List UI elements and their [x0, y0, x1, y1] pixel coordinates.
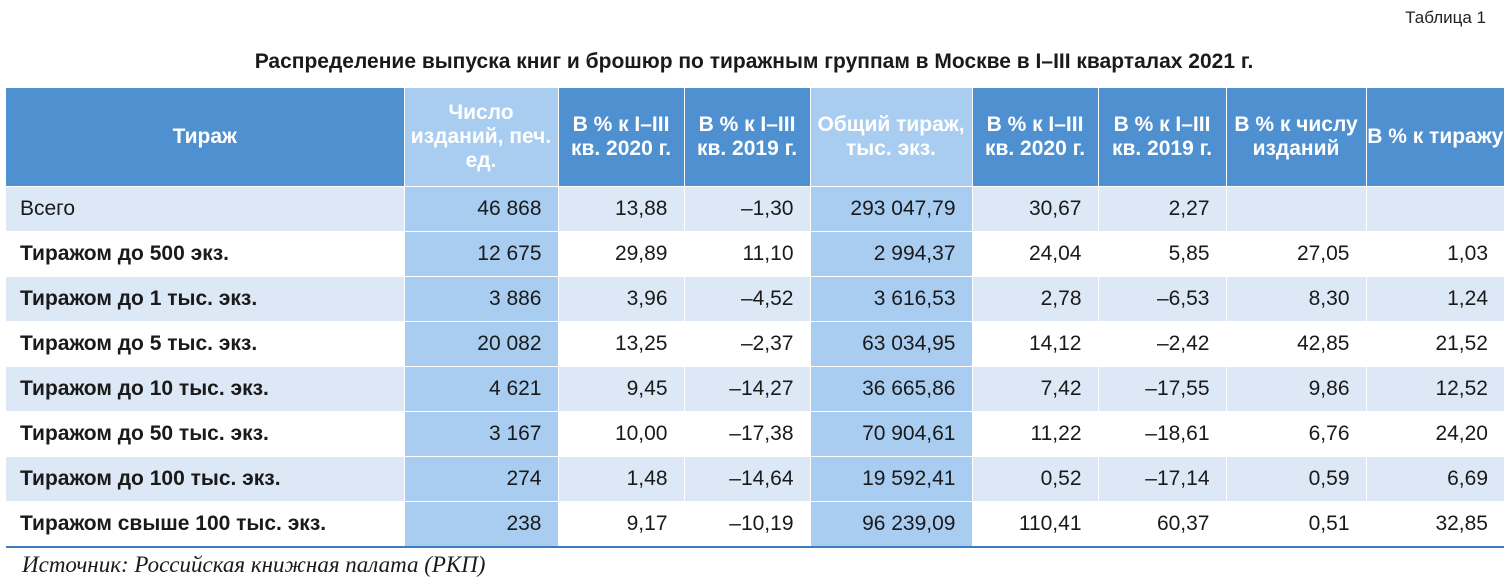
row-label: Тиражом свыше 100 тыс. экз.: [6, 501, 405, 547]
row-label: Тиражом до 100 тыс. экз.: [6, 456, 405, 502]
cell-print-pct-2019: 2,27: [1098, 186, 1227, 232]
header-cell-print-pct-2020: В % к I–III кв. 2020 г.: [972, 88, 1099, 187]
row-label: Тиражом до 5 тыс. экз.: [6, 321, 405, 367]
cell-pct-of-count: 0,59: [1226, 456, 1367, 502]
cell-count-pct-2020: 29,89: [558, 231, 685, 277]
header-cell-count-pct-2019: В % к I–III кв. 2019 г.: [684, 88, 811, 187]
cell-count: 20 082: [404, 321, 559, 367]
cell-count-pct-2019: –1,30: [684, 186, 811, 232]
cell-total-print: 2 994,37: [810, 231, 973, 277]
cell-count: 274: [404, 456, 559, 502]
cell-count: 46 868: [404, 186, 559, 232]
header-cell-pct-of-print: В % к тиражу: [1366, 88, 1504, 187]
cell-pct-of-print: 6,69: [1366, 456, 1504, 502]
cell-print-pct-2020: 110,41: [972, 501, 1099, 547]
cell-count-pct-2020: 1,48: [558, 456, 685, 502]
cell-count-pct-2020: 9,17: [558, 501, 685, 547]
table-row-total: Всего 46 868 13,88 –1,30 293 047,79 30,6…: [6, 186, 1504, 232]
table-row: Тиражом до 10 тыс. экз. 4 621 9,45 –14,2…: [6, 366, 1504, 412]
table-row: Тиражом до 1 тыс. экз. 3 886 3,96 –4,52 …: [6, 276, 1504, 322]
header-cell-pct-of-count: В % к числу изданий: [1226, 88, 1367, 187]
cell-count: 238: [404, 501, 559, 547]
source-note: Источник: Российская книжная палата (РКП…: [22, 552, 486, 577]
cell-print-pct-2020: 2,78: [972, 276, 1099, 322]
cell-total-print: 293 047,79: [810, 186, 973, 232]
cell-print-pct-2019: 5,85: [1098, 231, 1227, 277]
cell-pct-of-print: [1366, 186, 1504, 232]
cell-count-pct-2019: 11,10: [684, 231, 811, 277]
cell-pct-of-print: 24,20: [1366, 411, 1504, 457]
table-row: Тиражом до 500 экз. 12 675 29,89 11,10 2…: [6, 231, 1504, 277]
table-row: Тиражом до 5 тыс. экз. 20 082 13,25 –2,3…: [6, 321, 1504, 367]
cell-pct-of-count: [1226, 186, 1367, 232]
cell-count-pct-2019: –17,38: [684, 411, 811, 457]
cell-print-pct-2019: –17,14: [1098, 456, 1227, 502]
cell-count-pct-2019: –10,19: [684, 501, 811, 547]
table-row: Тиражом свыше 100 тыс. экз. 238 9,17 –10…: [6, 501, 1504, 547]
cell-pct-of-count: 42,85: [1226, 321, 1367, 367]
header-row: Тираж Число изданий, печ. ед. В % к I–II…: [6, 88, 1504, 187]
cell-pct-of-print: 1,24: [1366, 276, 1504, 322]
row-label: Тиражом до 10 тыс. экз.: [6, 366, 405, 412]
cell-pct-of-print: 1,03: [1366, 231, 1504, 277]
cell-count-pct-2020: 13,25: [558, 321, 685, 367]
table-row: Тиражом до 50 тыс. экз. 3 167 10,00 –17,…: [6, 411, 1504, 457]
cell-count-pct-2020: 13,88: [558, 186, 685, 232]
cell-total-print: 96 239,09: [810, 501, 973, 547]
cell-print-pct-2019: 60,37: [1098, 501, 1227, 547]
cell-count-pct-2019: –14,64: [684, 456, 811, 502]
cell-count: 3 167: [404, 411, 559, 457]
cell-count: 4 621: [404, 366, 559, 412]
cell-print-pct-2020: 7,42: [972, 366, 1099, 412]
cell-pct-of-count: 6,76: [1226, 411, 1367, 457]
cell-total-print: 70 904,61: [810, 411, 973, 457]
cell-count-pct-2020: 3,96: [558, 276, 685, 322]
cell-count-pct-2020: 10,00: [558, 411, 685, 457]
cell-pct-of-count: 27,05: [1226, 231, 1367, 277]
cell-count: 3 886: [404, 276, 559, 322]
cell-print-pct-2019: –6,53: [1098, 276, 1227, 322]
header-cell-print-pct-2019: В % к I–III кв. 2019 г.: [1098, 88, 1227, 187]
row-label: Всего: [6, 186, 405, 232]
cell-print-pct-2020: 30,67: [972, 186, 1099, 232]
row-label: Тиражом до 50 тыс. экз.: [6, 411, 405, 457]
cell-print-pct-2019: –2,42: [1098, 321, 1227, 367]
row-label: Тиражом до 500 экз.: [6, 231, 405, 277]
cell-print-pct-2020: 0,52: [972, 456, 1099, 502]
cell-total-print: 19 592,41: [810, 456, 973, 502]
cell-count-pct-2019: –4,52: [684, 276, 811, 322]
cell-pct-of-print: 32,85: [1366, 501, 1504, 547]
cell-count-pct-2019: –2,37: [684, 321, 811, 367]
header-cell-count: Число изданий, печ. ед.: [404, 88, 559, 187]
data-table: Тираж Число изданий, печ. ед. В % к I–II…: [6, 88, 1504, 548]
cell-pct-of-print: 21,52: [1366, 321, 1504, 367]
header-cell-tirazh: Тираж: [6, 88, 405, 187]
cell-total-print: 36 665,86: [810, 366, 973, 412]
cell-count: 12 675: [404, 231, 559, 277]
cell-count-pct-2019: –14,27: [684, 366, 811, 412]
header-cell-count-pct-2020: В % к I–III кв. 2020 г.: [558, 88, 685, 187]
table-row: Тиражом до 100 тыс. экз. 274 1,48 –14,64…: [6, 456, 1504, 502]
row-label: Тиражом до 1 тыс. экз.: [6, 276, 405, 322]
cell-pct-of-count: 9,86: [1226, 366, 1367, 412]
cell-count-pct-2020: 9,45: [558, 366, 685, 412]
cell-print-pct-2019: –18,61: [1098, 411, 1227, 457]
table-number-label: Таблица 1: [1405, 8, 1486, 27]
cell-print-pct-2020: 11,22: [972, 411, 1099, 457]
cell-print-pct-2020: 14,12: [972, 321, 1099, 367]
cell-total-print: 63 034,95: [810, 321, 973, 367]
cell-total-print: 3 616,53: [810, 276, 973, 322]
cell-pct-of-print: 12,52: [1366, 366, 1504, 412]
cell-pct-of-count: 8,30: [1226, 276, 1367, 322]
header-cell-total-print: Общий тираж, тыс. экз.: [810, 88, 973, 187]
cell-pct-of-count: 0,51: [1226, 501, 1367, 547]
cell-print-pct-2020: 24,04: [972, 231, 1099, 277]
cell-print-pct-2019: –17,55: [1098, 366, 1227, 412]
table-title: Распределение выпуска книг и брошюр по т…: [254, 50, 1254, 73]
